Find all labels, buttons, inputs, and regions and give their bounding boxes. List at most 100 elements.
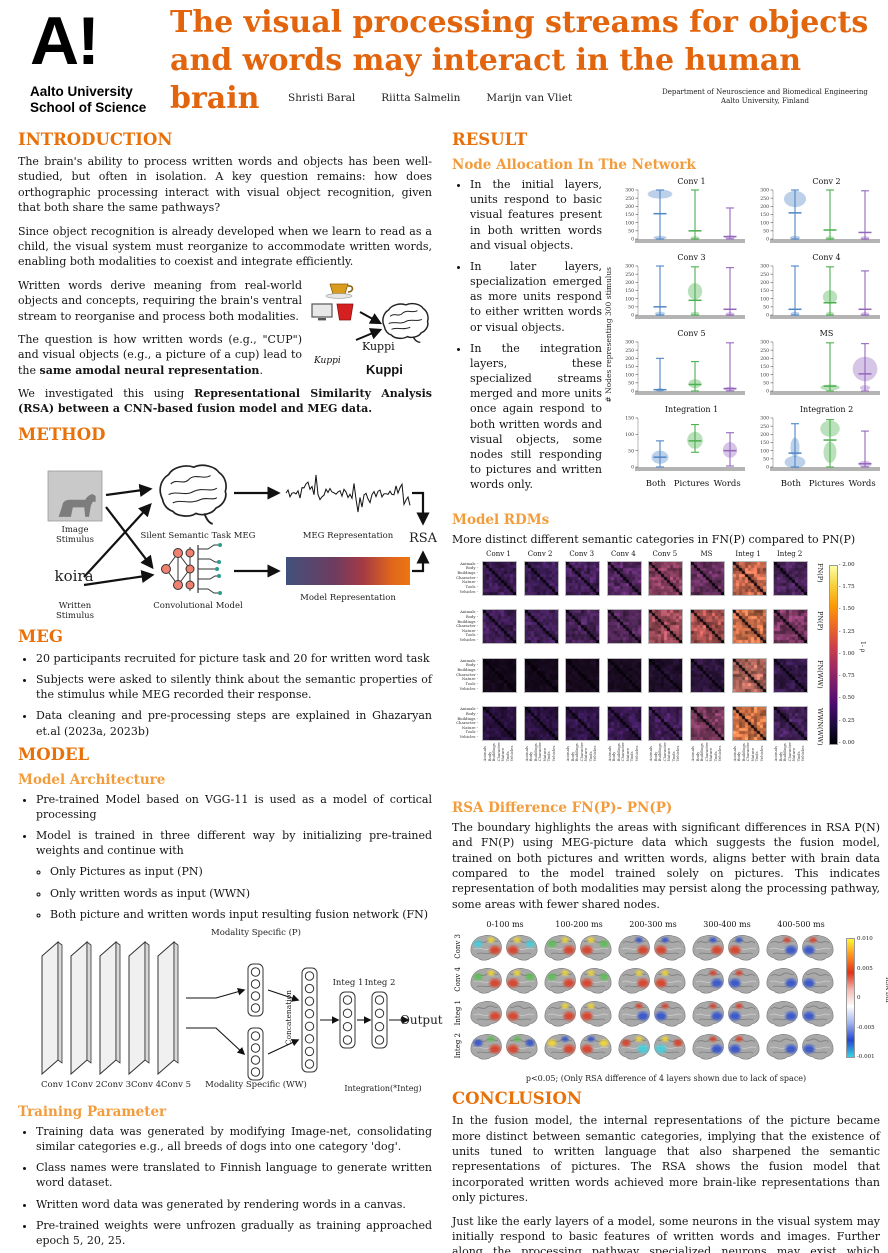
poster-title: The visual processing streams for object… xyxy=(170,4,876,118)
training-subheading: Training Parameter xyxy=(18,1103,167,1120)
bullet-item: Only Pictures as input (PN) xyxy=(50,864,432,879)
arrow xyxy=(412,491,430,526)
x-category-label: Words xyxy=(848,479,876,489)
rdm-x-tick-labels: Animals Body Buildings Character Nature Tools… xyxy=(523,742,556,762)
school-name: Aalto University School of Science xyxy=(30,84,146,115)
rdm-heatmap-PN(P)-MS xyxy=(690,609,725,645)
silent-meg-label: Silent Semantic Task MEG xyxy=(140,530,256,541)
violin-x-categories: Both Pictures Words xyxy=(753,479,880,489)
rdm-x-tick-labels: Animals Body Buildings Character Nature Tools… xyxy=(731,742,764,762)
intro-p2: Since object recognition is already deve… xyxy=(18,224,432,269)
svg-text:300: 300 xyxy=(760,264,769,270)
bullet-item: 20 participants recruited for picture ta… xyxy=(36,651,432,666)
bullet-item: Model is trained in three different way … xyxy=(36,828,432,922)
violin-panel-title: Integration 2 xyxy=(799,405,854,414)
rdm-row-tick-labels: Animals - Body - Buildings - Character - Nat… xyxy=(456,560,478,594)
rdm-heatmap-WWN(WW)-Conv 1 xyxy=(482,706,517,742)
integ1-label: Integ 1 xyxy=(332,977,364,988)
rdm-row-tick-labels: Animals - Body - Buildings - Character - Nat… xyxy=(456,706,478,740)
brain-icon xyxy=(382,302,429,343)
conv-layers xyxy=(41,940,179,1076)
rdm-heatmap-PN(P)-Conv 1 xyxy=(482,609,517,645)
arrow xyxy=(83,569,155,586)
rdm-heatmap-WWN(WW)-Integ 2 xyxy=(773,706,809,742)
svg-text:50: 50 xyxy=(763,305,769,311)
svg-text:150: 150 xyxy=(625,212,634,218)
ms-ww-label: Modality Specific (WW) xyxy=(205,1079,307,1090)
svg-text:150: 150 xyxy=(625,288,634,294)
cup-brain-art xyxy=(311,283,429,343)
training-list: Training data was generated by modifying… xyxy=(22,1124,432,1253)
svg-text:300: 300 xyxy=(760,188,769,194)
brain-map-Conv 4-200-300 ms xyxy=(618,968,686,994)
bullet-item: Pre-trained weights were unfrozen gradua… xyxy=(36,1218,432,1248)
bullet-item: Subjects were asked to silently think ab… xyxy=(36,672,432,702)
arrow xyxy=(105,506,154,569)
rdm-colorbar-tick: - 1.50 xyxy=(838,606,855,613)
svg-text:250: 250 xyxy=(760,424,769,430)
violin-panel-conv-4: Conv 4 0 50 100 150 200 250 300 xyxy=(753,253,882,327)
header: A! Aalto University School of Science Th… xyxy=(0,0,888,124)
svg-text:0: 0 xyxy=(631,313,634,319)
method-figure: Image Stimulus Silent Semantic Task MEG … xyxy=(18,449,437,621)
brain-map-Conv 3-400-500 ms xyxy=(766,935,834,961)
bullet-item: Both picture and written words input res… xyxy=(50,907,432,922)
brain-colorbar-tick: -0.001 xyxy=(857,1054,875,1061)
rdm-heatmap-FN(WW)-Integ 2 xyxy=(773,657,809,693)
meg-brain-icon xyxy=(159,464,227,525)
bullet-item: In the integration layers, these special… xyxy=(470,341,602,493)
model-heading: MODEL xyxy=(18,744,90,764)
brain-map-Integ 2-0-100 ms xyxy=(470,1034,538,1060)
svg-text:50: 50 xyxy=(628,448,634,454)
dept-line1: Department of Neuroscience and Biomedica… xyxy=(662,88,868,96)
brain-map-Integ 1-100-200 ms xyxy=(544,1001,612,1027)
rdm-heatmap-FN(P)-Conv 1 xyxy=(482,560,517,596)
rdm-row-title: FN(WW) xyxy=(815,659,824,689)
brain-map-Integ 1-200-300 ms xyxy=(618,1001,686,1027)
svg-text:150: 150 xyxy=(760,364,769,370)
rdm-heatmap-WWN(WW)-Conv 5 xyxy=(648,706,684,742)
svg-text:150: 150 xyxy=(760,440,769,446)
x-category-label: Both xyxy=(780,479,801,489)
violin-panel-title: Conv 4 xyxy=(812,253,841,262)
svg-text:150: 150 xyxy=(760,212,769,218)
school-line1: Aalto University xyxy=(30,84,133,99)
svg-text:150: 150 xyxy=(625,416,634,422)
method-heading: METHOD xyxy=(18,424,106,444)
svg-text:250: 250 xyxy=(625,348,634,354)
svg-text:250: 250 xyxy=(625,196,634,202)
integ2-label: Integ 2 xyxy=(364,977,396,988)
arrow xyxy=(412,550,430,572)
svg-text:100: 100 xyxy=(625,372,634,378)
brain-maps-caption: p<0.05; (Only RSA difference of 4 layers… xyxy=(525,1074,807,1084)
svg-text:200: 200 xyxy=(760,204,769,210)
rdm-heatmap-WWN(WW)-Conv 3 xyxy=(565,706,601,742)
brain-colorbar xyxy=(846,938,855,1059)
meg-list: 20 participants recruited for picture ta… xyxy=(22,651,432,739)
rdm-row-tick-labels: Animals - Body - Buildings - Character - Nat… xyxy=(456,657,478,691)
author-2: Riitta Salmelin xyxy=(381,92,461,104)
bullet-item: Pre-trained Model based on VGG-11 is use… xyxy=(36,792,432,822)
rdm-row-title: WWN(WW) xyxy=(815,708,824,746)
violin-panel-integration-1: Integration 1 0 50 100 150 Both Pictures Words xyxy=(618,405,747,489)
school-line2: School of Science xyxy=(30,99,147,115)
intro-p5b: Representational Similarity Analysis (RS… xyxy=(18,387,432,416)
brain-colorbar-tick: -0.005 xyxy=(857,1024,875,1031)
svg-text:150: 150 xyxy=(625,364,634,370)
intro-p4: The question is how written words (e.g.,… xyxy=(18,332,432,378)
brain-colorbar-label: RSA Diff xyxy=(884,977,888,1004)
svg-text:300: 300 xyxy=(625,264,634,270)
brain-map-Integ 1-400-500 ms xyxy=(766,1001,834,1027)
intro-p5: We investigated this using Representatio… xyxy=(18,386,432,417)
svg-text:0: 0 xyxy=(766,313,769,319)
svg-text:50: 50 xyxy=(628,229,634,235)
bullet-item: In the initial layers, units respond to … xyxy=(470,177,602,253)
bullet-item: In later layers, specialization emerged … xyxy=(470,259,602,335)
dog-image xyxy=(47,470,103,522)
rdm-heatmap-WWN(WW)-Conv 2 xyxy=(523,706,559,742)
x-category-label: Pictures xyxy=(808,479,845,489)
rdm-col-title: MS xyxy=(700,549,713,558)
violin-panel-conv-5: Conv 5 0 50 100 150 200 250 300 xyxy=(618,329,747,403)
rdm-heatmap-PN(P)-Conv 2 xyxy=(523,609,559,645)
brain-map-Integ 2-400-500 ms xyxy=(766,1034,834,1060)
